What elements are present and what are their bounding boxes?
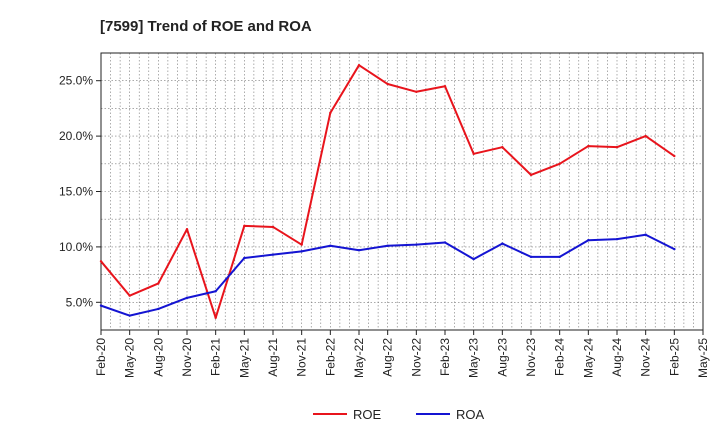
data-point-roe (99, 260, 103, 263)
data-point-roe (443, 85, 447, 88)
data-point-roa (529, 255, 533, 259)
legend-label-roa: ROA (456, 407, 485, 422)
x-tick-label: Feb-24 (553, 338, 567, 376)
x-tick-label: Aug-22 (381, 338, 395, 377)
data-point-roe (271, 225, 275, 229)
legend-label-roe: ROE (353, 407, 382, 422)
data-point-roe (157, 282, 160, 285)
data-point-roa (99, 304, 103, 307)
x-tick-label: Aug-24 (610, 338, 624, 377)
data-point-roe (329, 111, 332, 115)
data-point-roa (386, 244, 389, 247)
data-point-roa (558, 255, 561, 259)
series-group (99, 63, 676, 320)
data-point-roa (357, 249, 361, 252)
data-point-roe (386, 82, 389, 86)
grid (101, 53, 703, 330)
data-point-roe (415, 90, 418, 93)
x-tick-label: May-24 (581, 338, 595, 378)
data-point-roa (415, 243, 418, 246)
data-point-roe (644, 134, 647, 138)
data-point-roa (185, 296, 189, 300)
x-tick-label: May-23 (467, 338, 481, 378)
data-point-roa (300, 250, 303, 253)
data-point-roe (587, 144, 590, 148)
x-tick-label: Aug-21 (266, 338, 280, 377)
x-tick-label: May-22 (352, 338, 366, 378)
x-tick-label: May-25 (696, 338, 710, 378)
data-point-roa (128, 314, 131, 317)
data-point-roe (529, 173, 533, 177)
data-point-roe (214, 316, 217, 320)
x-tick-label: Nov-22 (409, 338, 423, 377)
data-point-roe (128, 294, 131, 297)
y-tick-label: 25.0% (59, 74, 93, 88)
x-tick-label: May-21 (237, 338, 251, 378)
data-point-roa (157, 307, 160, 311)
data-point-roa (587, 239, 590, 242)
x-axis: Feb-20 May-20 Aug-20 Nov-20 Feb-21 May-21 Aug-… (94, 330, 710, 378)
x-tick-label: Nov-20 (180, 338, 194, 377)
y-tick-label: 5.0% (66, 295, 94, 309)
y-tick-label: 10.0% (59, 240, 93, 254)
data-point-roe (615, 145, 619, 149)
data-point-roa (243, 256, 246, 260)
x-tick-label: Feb-21 (209, 338, 223, 376)
x-tick-label: May-20 (123, 338, 137, 378)
data-point-roa (501, 242, 504, 245)
data-point-roa (271, 253, 275, 256)
x-tick-label: Feb-22 (323, 338, 337, 376)
data-point-roa (673, 247, 676, 251)
data-point-roa (443, 241, 447, 244)
x-tick-label: Feb-25 (667, 338, 681, 376)
data-point-roe (357, 63, 361, 67)
x-tick-label: Aug-23 (495, 338, 509, 377)
data-point-roa (214, 290, 217, 293)
data-point-roe (185, 227, 189, 231)
data-point-roa (472, 257, 475, 261)
data-point-roe (300, 243, 303, 246)
data-point-roe (673, 154, 676, 158)
y-tick-label: 20.0% (59, 129, 93, 143)
data-point-roa (644, 233, 647, 236)
data-point-roa (329, 244, 332, 247)
data-point-roe (243, 224, 246, 228)
x-tick-label: Nov-23 (524, 338, 538, 377)
x-tick-label: Nov-21 (295, 338, 309, 377)
data-point-roe (501, 145, 504, 149)
x-tick-label: Aug-20 (151, 338, 165, 377)
data-point-roa (615, 237, 619, 241)
x-tick-label: Feb-20 (94, 338, 108, 376)
x-tick-label: Feb-23 (438, 338, 452, 376)
legend: ROE ROA (313, 407, 485, 422)
chart-title: [7599] Trend of ROE and ROA (100, 18, 312, 35)
y-tick-label: 15.0% (59, 185, 93, 199)
y-axis: 5.0% 10.0% 15.0% 20.0% 25.0% (59, 74, 101, 309)
data-point-roe (472, 152, 475, 156)
x-tick-label: Nov-24 (639, 338, 653, 377)
data-point-roe (558, 162, 561, 165)
